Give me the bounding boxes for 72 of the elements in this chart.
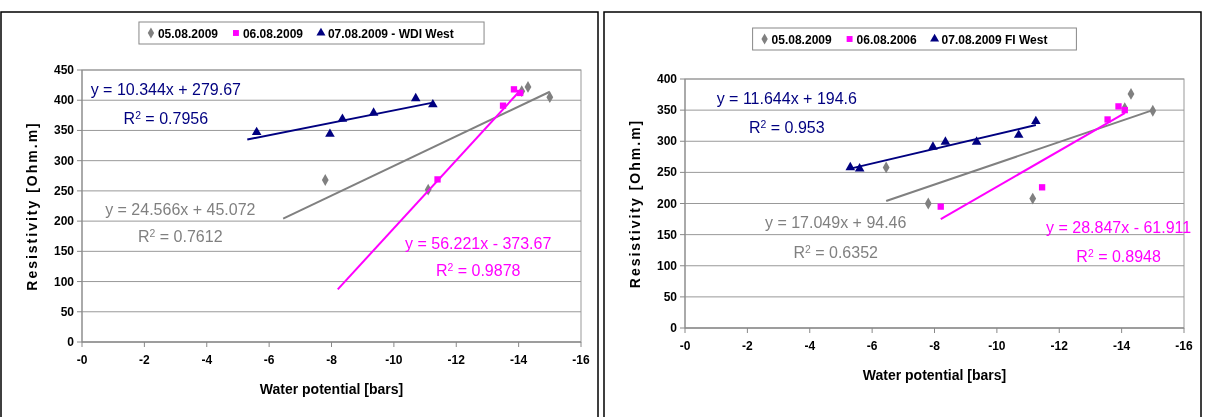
point xyxy=(325,128,335,137)
y-tick-label: 300 xyxy=(53,153,75,168)
x-tick-label: -12 xyxy=(1050,339,1069,353)
x-tick-label: -14 xyxy=(1112,339,1131,353)
x-axis-title: Water potential [bars] xyxy=(862,367,1007,383)
x-tick-label: -6 xyxy=(263,353,275,367)
legend-label: 06.08.2009 xyxy=(242,26,304,41)
legend-label: 07.08.2009 - WDI West xyxy=(327,26,454,41)
legend-label: 06.08.2006 xyxy=(856,32,917,47)
y-axis-title: Resistivity [Ohm.m] xyxy=(627,118,643,289)
annotation: R$^{2}$ = 0.7612 xyxy=(138,227,223,246)
x-tick-label: -12 xyxy=(447,353,466,367)
y-tick-label: 50 xyxy=(663,289,678,304)
x-tick-label: -0 xyxy=(679,339,691,353)
point xyxy=(971,136,982,145)
point xyxy=(1013,129,1024,138)
legend-label: 05.08.2009 xyxy=(157,26,219,41)
y-tick-label: 200 xyxy=(656,196,678,211)
point xyxy=(410,92,421,102)
y-tick-label: 0 xyxy=(67,335,75,349)
y-tick-label: 150 xyxy=(656,227,678,242)
y-tick-label: 150 xyxy=(53,244,75,259)
y-tick-label: 50 xyxy=(60,304,75,319)
x-tick-label: -2 xyxy=(139,353,151,367)
point xyxy=(1031,115,1041,125)
point xyxy=(251,126,262,136)
y-tick-label: 350 xyxy=(53,123,75,138)
y-tick-label: 250 xyxy=(53,183,75,198)
y-tick-label: 0 xyxy=(670,321,678,335)
y-tick-label: 350 xyxy=(656,103,678,118)
y-tick-label: 400 xyxy=(656,72,678,86)
x-tick-label: -10 xyxy=(385,353,403,367)
y-tick-label: 450 xyxy=(53,63,75,77)
x-tick-label: -0 xyxy=(76,353,88,367)
x-tick-label: -8 xyxy=(929,339,941,353)
annotation: R$^{2}$ = 0.8948 xyxy=(1076,247,1161,265)
x-tick-label: -16 xyxy=(572,353,590,367)
y-tick-label: 300 xyxy=(656,134,678,149)
x-tick-label: -2 xyxy=(742,339,754,353)
x-tick-label: -6 xyxy=(866,339,878,353)
x-tick-label: -14 xyxy=(509,353,528,367)
annotation: R$^{2}$ = 0.953 xyxy=(748,118,825,137)
annotation: R$^{2}$ = 0.6352 xyxy=(793,243,879,262)
point xyxy=(1038,184,1046,191)
annotation: y = 10.344x + 279.67 xyxy=(90,81,242,99)
annotation: y = 28.847x - 61.911 xyxy=(1046,219,1192,237)
annotation: y = 56.221x - 373.67 xyxy=(405,234,552,252)
annotation: R$^{2}$ = 0.7956 xyxy=(123,109,209,127)
point xyxy=(510,86,518,93)
x-tick-label: -4 xyxy=(201,353,213,367)
y-tick-label: 100 xyxy=(656,258,678,273)
y-axis-title: Resistivity [Ohm.m] xyxy=(24,121,40,291)
x-tick-label: -10 xyxy=(988,339,1006,353)
y-tick-label: 200 xyxy=(53,214,75,229)
legend-label: 05.08.2009 xyxy=(771,32,832,47)
y-tick-label: 250 xyxy=(656,165,678,180)
annotation: R$^{2}$ = 0.9878 xyxy=(435,261,521,280)
y-tick-label: 100 xyxy=(53,274,75,289)
annotation: y = 11.644x + 194.6 xyxy=(716,90,858,108)
x-axis-title: Water potential [bars] xyxy=(259,381,404,397)
point xyxy=(1104,116,1111,123)
legend-label: 07.08.2009 FI West xyxy=(941,32,1048,47)
x-tick-label: -8 xyxy=(326,353,338,367)
point xyxy=(1115,103,1122,110)
x-tick-label: -4 xyxy=(804,339,816,353)
point xyxy=(1121,106,1128,114)
y-tick-label: 400 xyxy=(53,93,75,108)
annotation: y = 17.049x + 94.46 xyxy=(764,214,907,232)
point xyxy=(937,203,944,210)
point xyxy=(940,136,951,145)
x-tick-label: -16 xyxy=(1175,339,1193,353)
annotation: y = 24.566x + 45.072 xyxy=(105,200,256,218)
